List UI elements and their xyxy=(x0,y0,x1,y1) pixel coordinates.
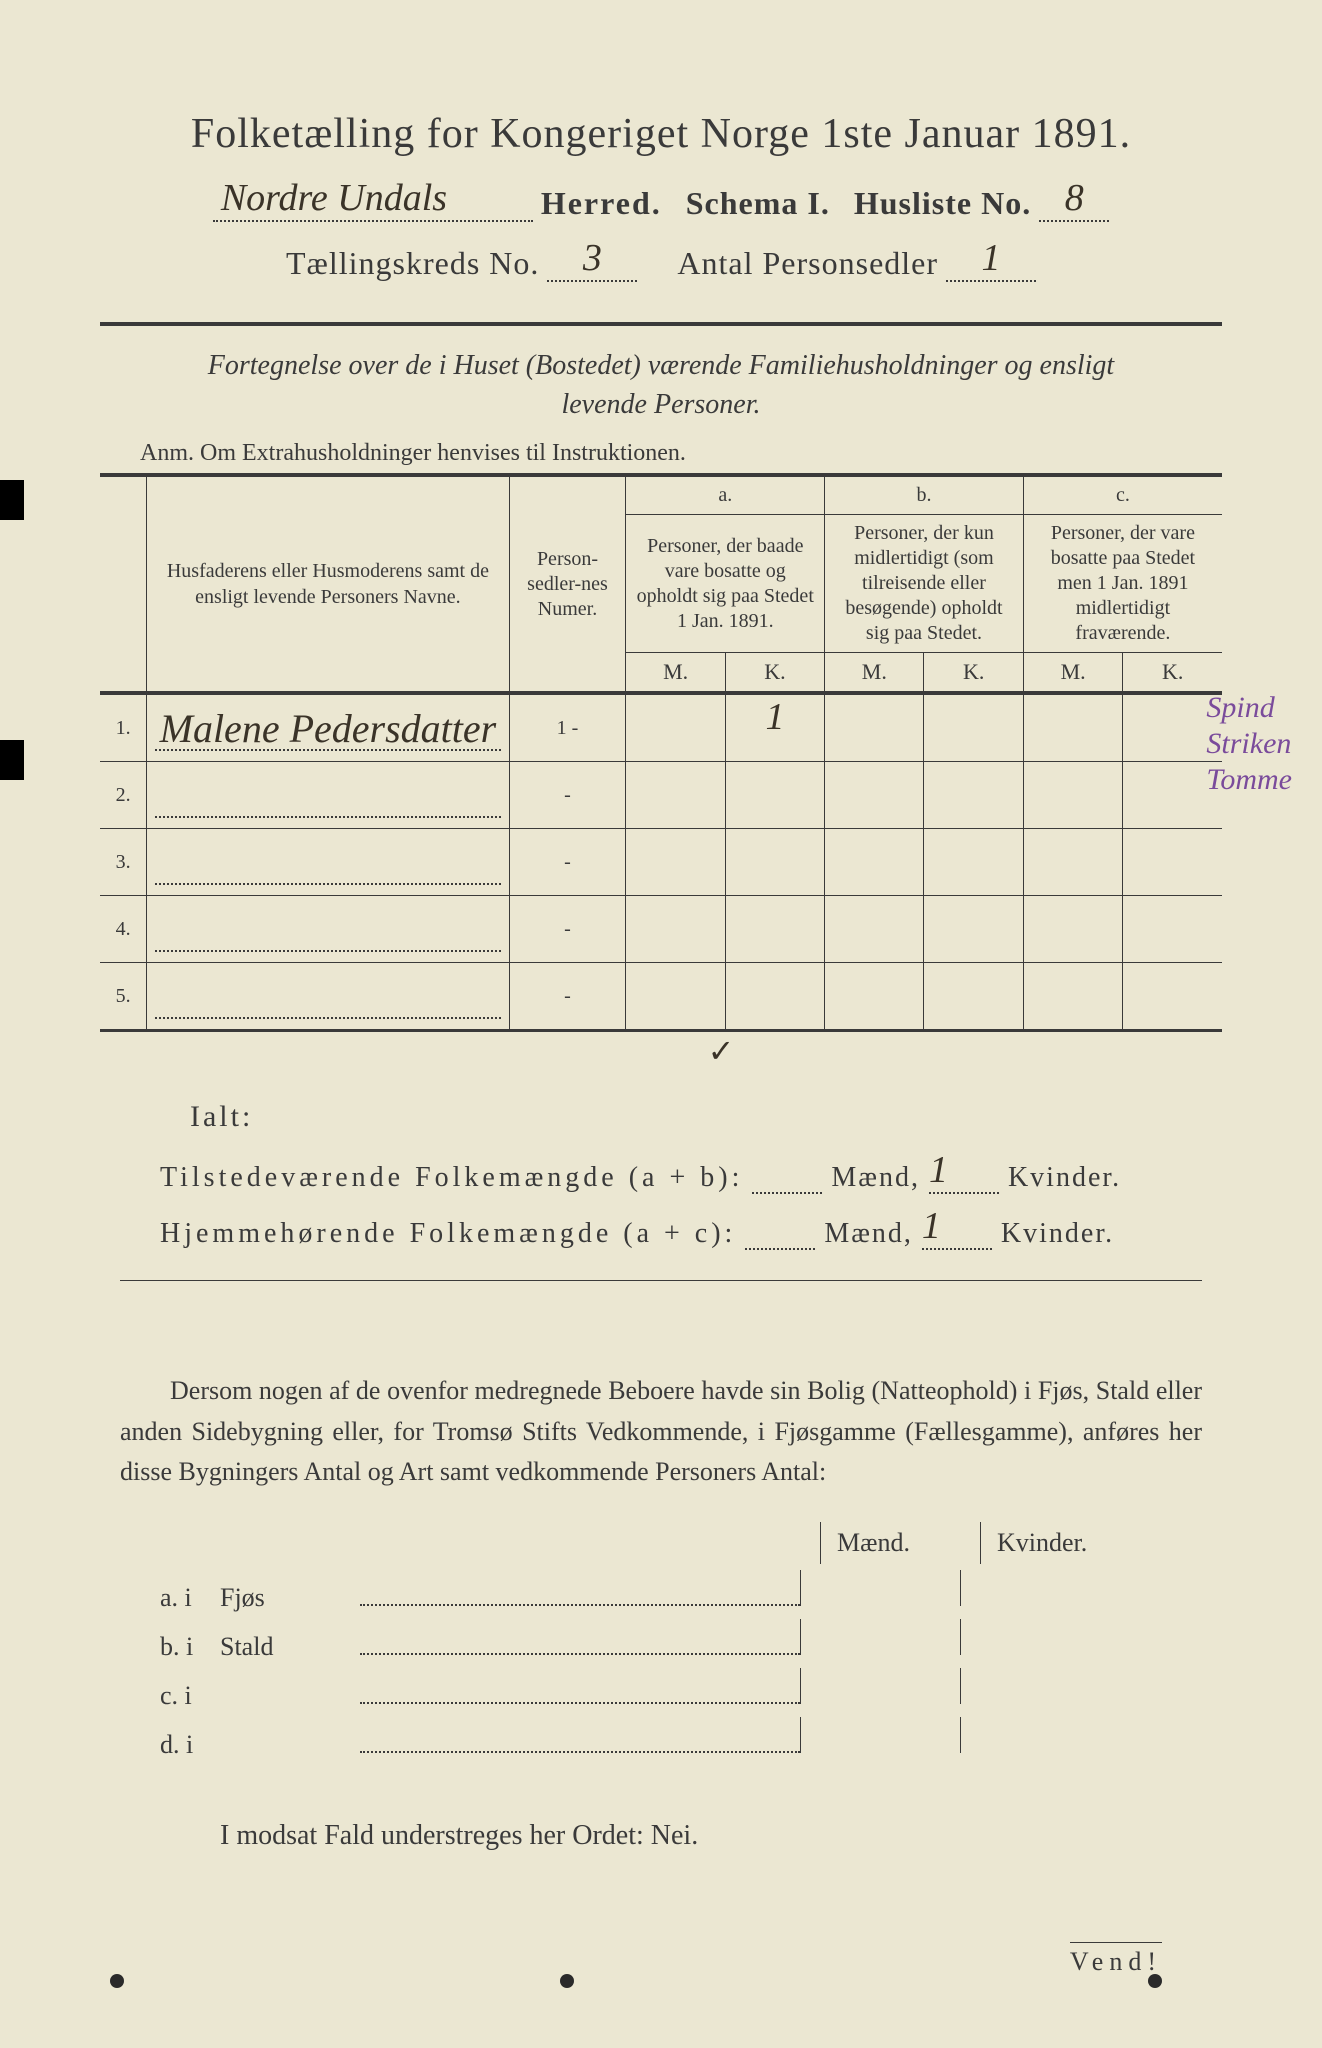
item-text: Fjøs xyxy=(220,1583,360,1613)
numer-cell: - xyxy=(509,896,626,963)
name-cell xyxy=(147,762,509,829)
personsedler-no: 1 xyxy=(946,236,1036,282)
numer-cell: - xyxy=(509,762,626,829)
list-item: c. i xyxy=(160,1668,1222,1711)
census-form-page: Folketælling for Kongeriget Norge 1ste J… xyxy=(0,0,1322,2048)
item-label: d. i xyxy=(160,1730,220,1760)
vend-label: Vend! xyxy=(1070,1942,1162,1977)
name-cell: Malene Pedersdatter xyxy=(147,693,509,762)
col-a-head: a. xyxy=(626,476,825,515)
divider xyxy=(100,322,1222,326)
maend-label: Mænd, xyxy=(831,1162,920,1193)
row-num: 1. xyxy=(100,693,147,762)
header-line-2: Nordre Undals Herred. Schema I. Husliste… xyxy=(100,176,1222,222)
margin-annotation: Spind Striken Tomme xyxy=(1206,690,1292,798)
sum-k2: 1 xyxy=(922,1204,992,1250)
intro-line-2: levende Personer. xyxy=(561,389,760,420)
margin-note-line: Tomme xyxy=(1206,762,1292,798)
list-item: b. i Stald xyxy=(160,1619,1222,1662)
table-row: 4. - xyxy=(100,896,1222,963)
ialt-label: Ialt: xyxy=(190,1100,1222,1134)
maend-label: Mænd, xyxy=(824,1218,913,1249)
sum-k1: 1 xyxy=(929,1148,999,1194)
row-num: 4. xyxy=(100,896,147,963)
sum-line-2: Hjemmehørende Folkemængde (a + c): Mænd,… xyxy=(160,1204,1222,1250)
herred-label: Herred. xyxy=(541,185,662,221)
divider xyxy=(120,1280,1202,1281)
sum-line-1: Tilstedeværende Folkemængde (a + b): Mæn… xyxy=(160,1148,1222,1194)
col-b-k: K. xyxy=(924,653,1022,691)
kvinder-label: Kvinder. xyxy=(1008,1162,1121,1193)
header-line-3: Tællingskreds No. 3 Antal Personsedler 1 xyxy=(100,236,1222,282)
row-num: 3. xyxy=(100,829,147,896)
item-label: a. i xyxy=(160,1583,220,1613)
outbuilding-list: a. i Fjøs b. i Stald c. i d. i xyxy=(160,1570,1222,1760)
husliste-label: Husliste No. xyxy=(854,185,1031,221)
intro-text: Fortegnelse over de i Huset (Bostedet) v… xyxy=(100,346,1222,424)
list-item: a. i Fjøs xyxy=(160,1570,1222,1613)
item-text: Stald xyxy=(220,1632,360,1662)
name-cell xyxy=(147,963,509,1031)
col-b-head: b. xyxy=(825,476,1024,515)
row-num: 5. xyxy=(100,963,147,1031)
table-row: 1. Malene Pedersdatter 1 - 1 xyxy=(100,693,1222,762)
col-b-m: M. xyxy=(825,653,924,691)
name-cell xyxy=(147,896,509,963)
kvinder-col-head: Kvinder. xyxy=(980,1522,1140,1564)
col-c: Personer, der vare bosatte paa Stedet me… xyxy=(1023,515,1222,653)
numer-cell: - xyxy=(509,963,626,1031)
anm-note: Anm. Om Extrahusholdninger henvises til … xyxy=(140,440,1222,467)
page-title: Folketælling for Kongeriget Norge 1ste J… xyxy=(100,110,1222,158)
husliste-no: 8 xyxy=(1039,176,1109,222)
table-row: 5. - xyxy=(100,963,1222,1031)
numer-cell: 1 - xyxy=(509,693,626,762)
scan-edge xyxy=(0,480,24,520)
outbuilding-paragraph: Dersom nogen af de ovenfor medregnede Be… xyxy=(120,1371,1202,1492)
household-table: Husfaderens eller Husmoderens samt de en… xyxy=(100,474,1222,1032)
kvinder-label: Kvinder. xyxy=(1001,1218,1114,1249)
person-name: Malene Pedersdatter xyxy=(160,706,497,751)
col-a: Personer, der baade vare bosatte og opho… xyxy=(626,515,825,653)
row-num: 2. xyxy=(100,762,147,829)
count-a-k: 1 xyxy=(726,695,824,761)
mk-header: Mænd. Kvinder. xyxy=(820,1522,1222,1564)
nei-line: I modsat Fald understreges her Ordet: Ne… xyxy=(220,1820,1222,1852)
col-numer: Person-sedler-nes Numer. xyxy=(509,476,626,694)
punch-hole xyxy=(560,1974,574,1988)
punch-hole xyxy=(110,1974,124,1988)
col-c-m: M. xyxy=(1024,653,1124,691)
margin-note-line: Striken xyxy=(1206,726,1292,762)
margin-note-line: Spind xyxy=(1206,690,1292,726)
punch-hole xyxy=(1148,1974,1162,1988)
col-names: Husfaderens eller Husmoderens samt de en… xyxy=(147,476,509,694)
herred-name: Nordre Undals xyxy=(213,176,533,222)
col-c-head: c. xyxy=(1023,476,1222,515)
table-row: 3. - xyxy=(100,829,1222,896)
col-a-m: M. xyxy=(626,653,725,691)
col-a-k: K. xyxy=(726,653,824,691)
personsedler-label: Antal Personsedler xyxy=(677,245,938,281)
sum2-label: Hjemmehørende Folkemængde (a + c): xyxy=(160,1218,736,1249)
checkmark-below: ✓ xyxy=(220,1032,1222,1070)
scan-edge xyxy=(0,740,24,780)
col-b: Personer, der kun midlertidigt (som tilr… xyxy=(825,515,1024,653)
schema-label: Schema I. xyxy=(686,185,830,221)
item-label: b. i xyxy=(160,1632,220,1662)
intro-line-1: Fortegnelse over de i Huset (Bostedet) v… xyxy=(208,350,1114,381)
kreds-label: Tællingskreds No. xyxy=(286,245,539,281)
numer-cell: - xyxy=(509,829,626,896)
maend-col-head: Mænd. xyxy=(820,1522,980,1564)
kreds-no: 3 xyxy=(547,236,637,282)
name-cell xyxy=(147,829,509,896)
list-item: d. i xyxy=(160,1717,1222,1760)
table-row: 2. - xyxy=(100,762,1222,829)
col-c-k: K. xyxy=(1123,653,1222,691)
sum1-label: Tilstedeværende Folkemængde (a + b): xyxy=(160,1162,743,1193)
item-label: c. i xyxy=(160,1681,220,1711)
